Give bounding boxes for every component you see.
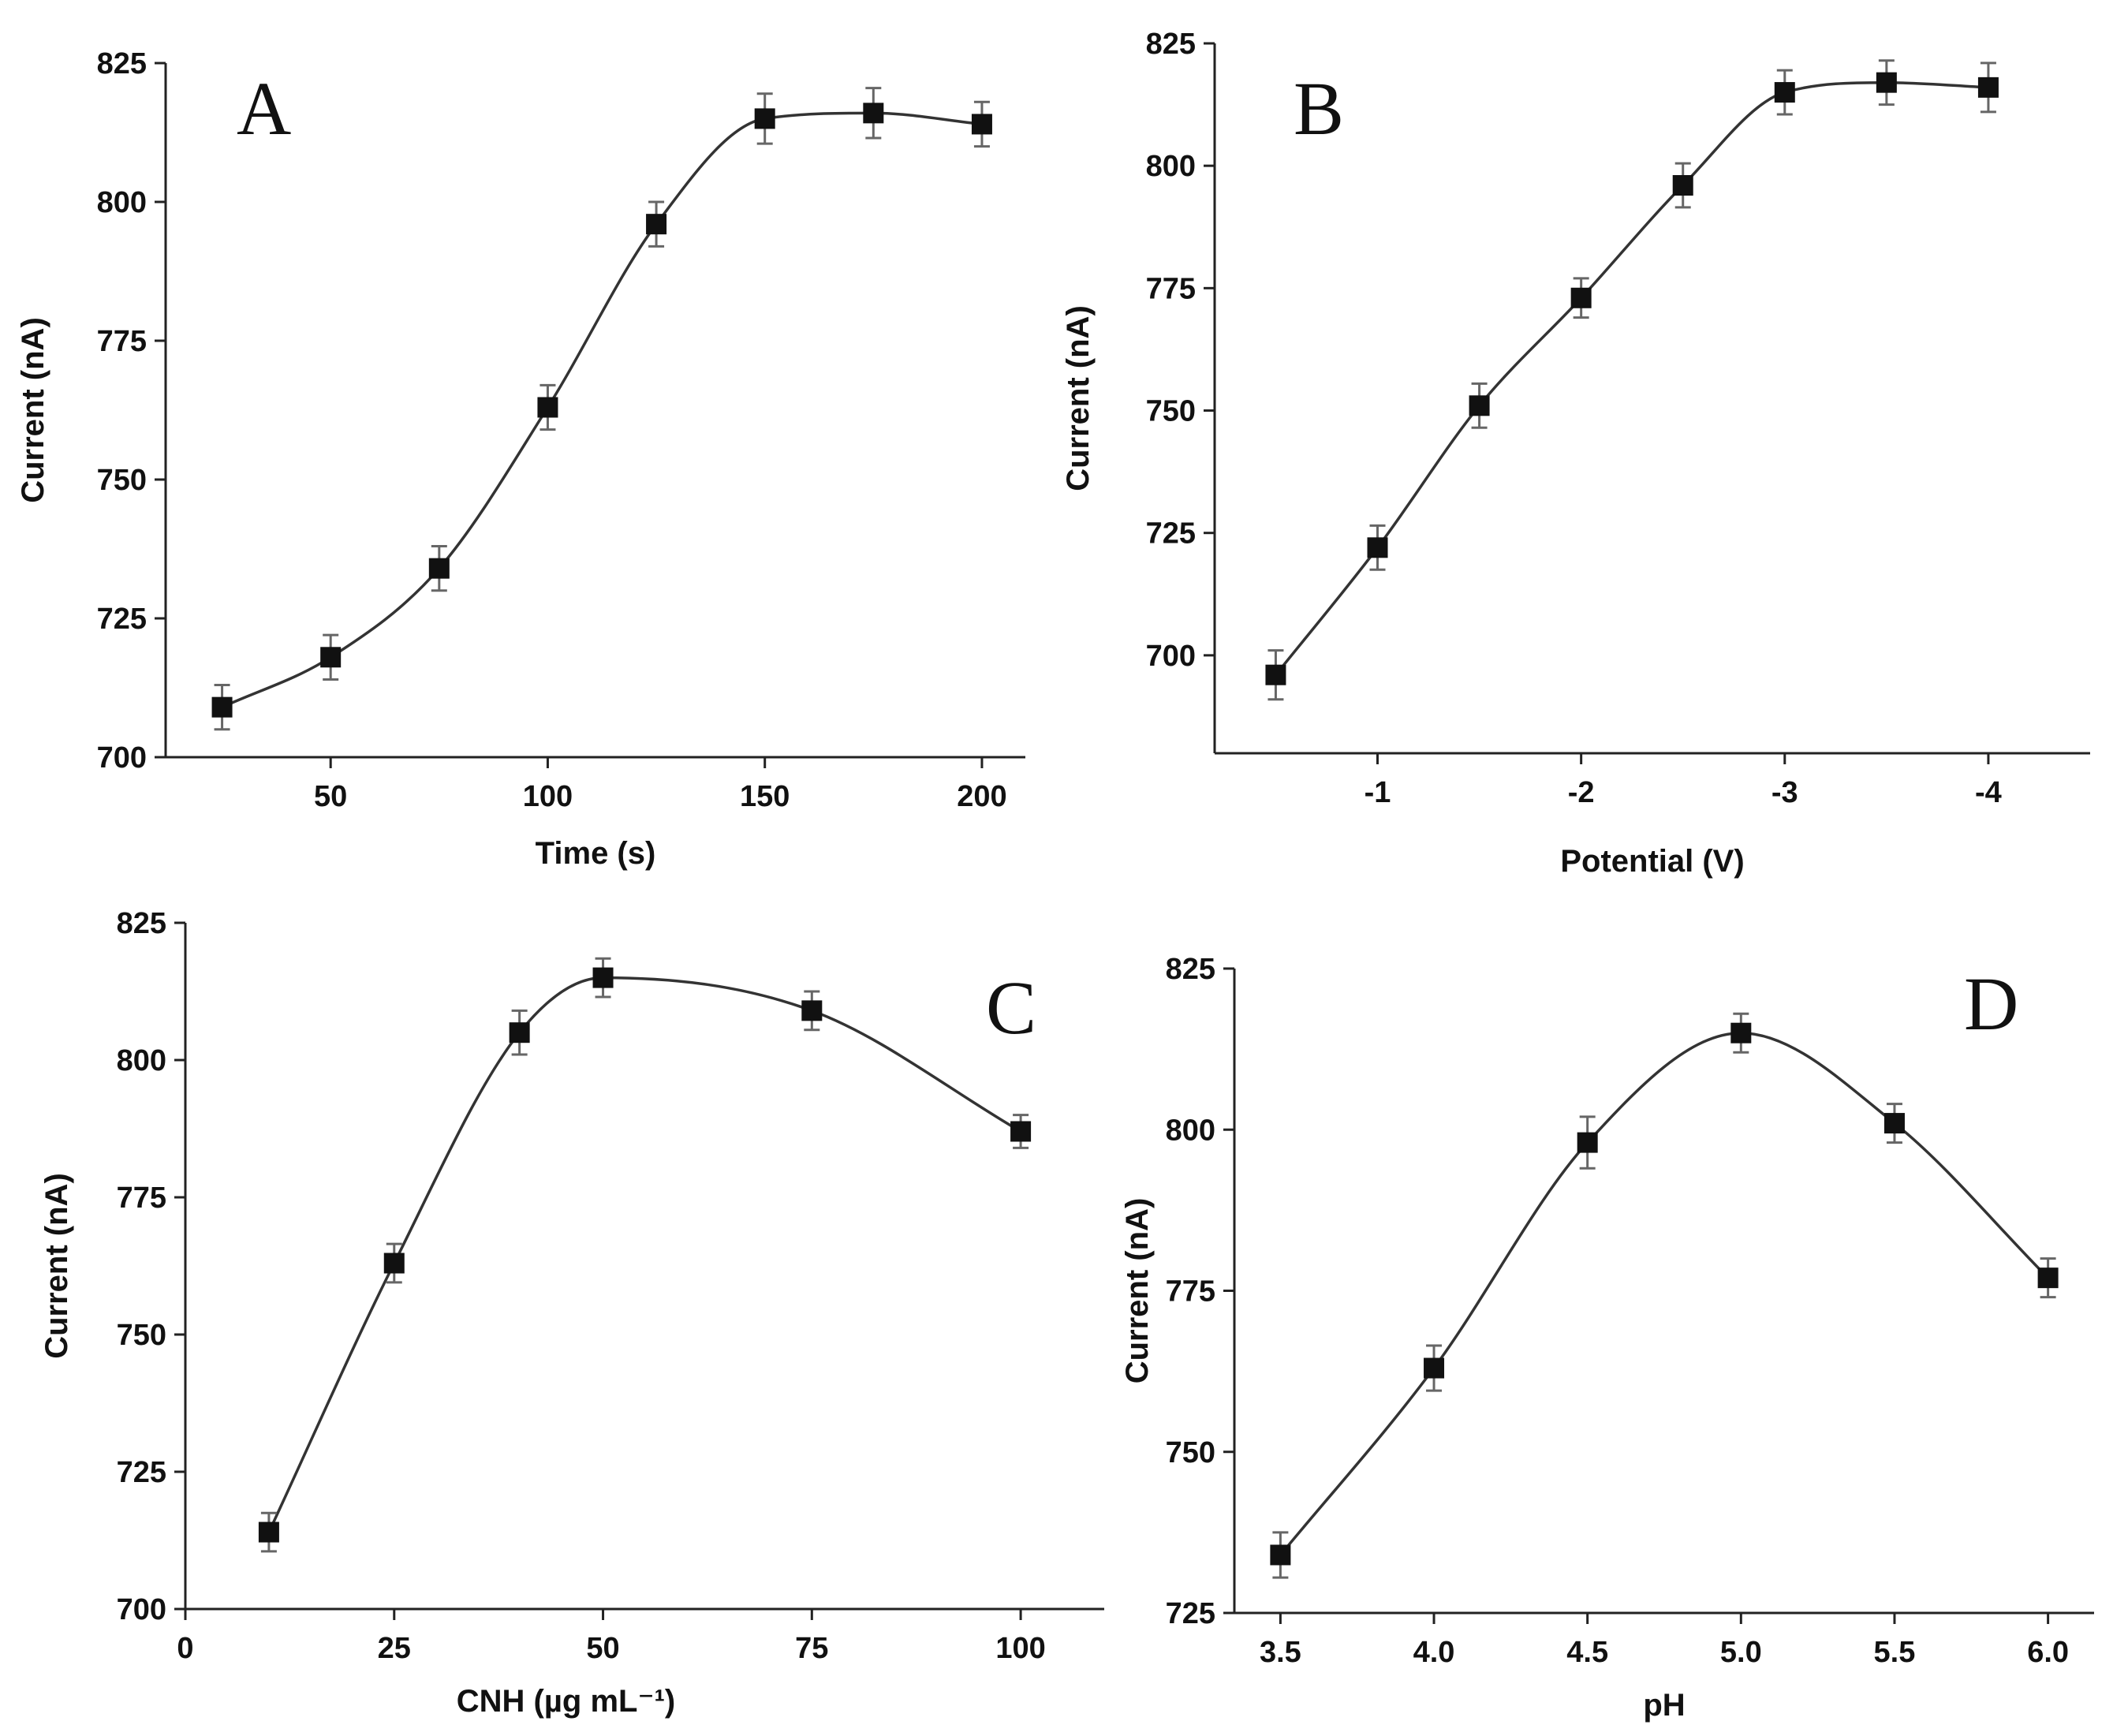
y-axis-label: Current (nA): [1061, 305, 1096, 491]
series-line: [221, 111, 983, 709]
x-axis-label: pH: [1643, 1688, 1685, 1723]
y-tick-label: 800: [97, 186, 147, 219]
data-point: [320, 647, 342, 668]
y-tick-label: 725: [97, 603, 147, 636]
data-point: [1367, 537, 1388, 558]
x-tick-label: 50: [586, 1632, 619, 1665]
data-point: [428, 558, 450, 579]
y-tick-label: 700: [97, 741, 147, 775]
data-point: [646, 214, 667, 235]
data-point: [971, 114, 992, 135]
data-point: [509, 1022, 530, 1043]
data-point: [1469, 395, 1490, 416]
y-tick-label: 725: [1166, 1597, 1215, 1630]
y-axis-label: Current (nA): [1120, 1198, 1155, 1384]
data-point: [1883, 1113, 1905, 1134]
y-tick-label: 775: [1166, 1275, 1215, 1309]
data-point: [383, 1253, 405, 1274]
x-tick-label: 5.5: [1874, 1636, 1916, 1669]
x-tick-label: 6.0: [2027, 1636, 2069, 1669]
data-point: [1265, 664, 1286, 685]
data-point: [258, 1521, 279, 1543]
x-tick-label: 3.5: [1260, 1636, 1301, 1669]
x-tick-label: -3: [1771, 776, 1798, 809]
x-tick-label: -1: [1365, 776, 1391, 809]
y-tick-label: 775: [117, 1182, 166, 1215]
y-tick-label: 700: [117, 1593, 166, 1626]
x-tick-label: 100: [995, 1632, 1045, 1665]
panel-c: 700 725 750 775 800 825 0 25 50 75 100 CNH (µg mL⁻¹…: [39, 907, 1104, 1719]
y-tick-label: 800: [1166, 1114, 1215, 1147]
x-tick-label: 4.0: [1413, 1636, 1455, 1669]
data-point: [1774, 82, 1795, 103]
y-tick-label: 750: [1146, 395, 1196, 428]
data-point: [537, 397, 558, 418]
x-tick-label: 75: [795, 1632, 828, 1665]
x-axis-label: CNH (µg mL⁻¹): [457, 1684, 675, 1719]
y-tick-label: 825: [1146, 28, 1196, 61]
panel-label: C: [986, 965, 1036, 1050]
y-axis-label: Current (nA): [16, 317, 50, 503]
data-point: [863, 103, 884, 124]
x-tick-label: 0: [177, 1632, 193, 1665]
panel-label: D: [1964, 961, 2018, 1046]
panel-b: 700 725 750 775 800 825 -1 -2 -3 -4 Potential (V) C…: [1061, 28, 2090, 879]
data-point: [1570, 287, 1592, 308]
y-tick-label: 700: [1146, 640, 1196, 673]
x-tick-label: -4: [1975, 776, 2002, 809]
data-point: [1010, 1121, 1032, 1142]
x-tick-label: 100: [523, 780, 573, 813]
y-tick-label: 750: [97, 464, 147, 497]
y-tick-label: 775: [1146, 272, 1196, 305]
data-point: [801, 1000, 823, 1021]
panel-a: 700 725 750 775 800 825 50 100 150 200 Time (s) Cur…: [16, 47, 1025, 871]
data-point: [1672, 175, 1693, 196]
series-line: [267, 976, 1021, 1533]
x-tick-label: 200: [957, 780, 1006, 813]
y-tick-label: 825: [117, 907, 166, 940]
x-tick-label: 50: [314, 780, 347, 813]
panel-label: A: [237, 66, 291, 151]
data-point: [1577, 1132, 1598, 1153]
series-line: [1275, 80, 1988, 676]
x-tick-label: 150: [740, 780, 790, 813]
x-tick-label: 5.0: [1720, 1636, 1762, 1669]
y-tick-label: 725: [117, 1456, 166, 1489]
y-axis-label: Current (nA): [39, 1173, 74, 1359]
y-tick-label: 825: [97, 47, 147, 80]
series-line: [1279, 1031, 2049, 1556]
data-point: [1730, 1022, 1752, 1043]
data-point: [1876, 72, 1897, 93]
data-point: [2037, 1267, 2059, 1289]
x-axis-label: Time (s): [536, 836, 656, 871]
data-point: [592, 967, 614, 988]
data-point: [211, 696, 233, 718]
data-point: [1977, 77, 1999, 98]
y-tick-label: 750: [117, 1319, 166, 1352]
y-tick-label: 725: [1146, 517, 1196, 551]
y-tick-label: 775: [97, 325, 147, 358]
x-axis-label: Potential (V): [1560, 844, 1744, 879]
data-point: [1424, 1357, 1445, 1379]
data-point: [1270, 1544, 1291, 1566]
y-tick-label: 750: [1166, 1436, 1215, 1469]
data-point: [754, 108, 775, 129]
y-tick-label: 800: [117, 1044, 166, 1077]
panel-label: B: [1294, 66, 1344, 151]
x-tick-label: 4.5: [1566, 1636, 1608, 1669]
x-tick-label: -2: [1568, 776, 1595, 809]
x-tick-label: 25: [378, 1632, 411, 1665]
y-tick-label: 825: [1166, 953, 1215, 986]
y-tick-label: 800: [1146, 150, 1196, 183]
panel-d: 725 750 775 800 825 3.5 4.0 4.5 5.0 5.5 6.0 pH Curre…: [1120, 953, 2094, 1723]
